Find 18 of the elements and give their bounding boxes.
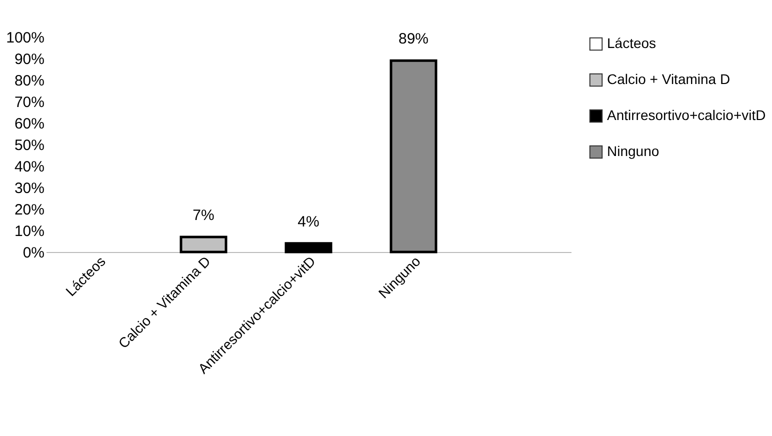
data-label: 7% bbox=[192, 206, 214, 224]
y-tick-label: 90% bbox=[14, 51, 44, 68]
y-tick-label: 0% bbox=[22, 244, 44, 262]
legend-label: Lácteos bbox=[607, 35, 656, 51]
y-tick-label: 70% bbox=[14, 94, 44, 111]
y-tick-label: 50% bbox=[14, 137, 44, 154]
legend-label: Calcio + Vitamina D bbox=[607, 71, 730, 87]
y-tick-label: 40% bbox=[14, 158, 44, 176]
data-label: 89% bbox=[398, 30, 429, 48]
y-tick-label: 30% bbox=[14, 180, 44, 197]
y-tick-label: 100% bbox=[6, 30, 44, 46]
data-label: 4% bbox=[298, 213, 320, 230]
legend-label: Ninguno bbox=[607, 143, 660, 159]
y-tick-label: 10% bbox=[14, 223, 44, 240]
y-tick-label: 60% bbox=[14, 116, 44, 132]
y-tick-label: 20% bbox=[14, 202, 44, 218]
legend-label: Antirresortivo+calcio+vitD bbox=[607, 107, 766, 123]
y-tick-label: 80% bbox=[14, 72, 44, 90]
